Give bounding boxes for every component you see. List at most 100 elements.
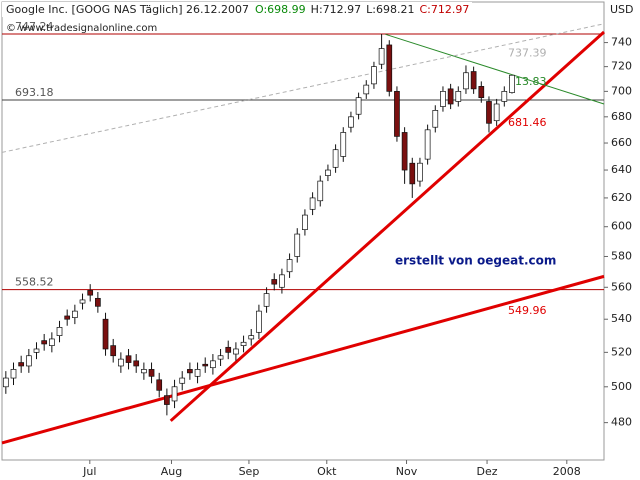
y-tick-label: 600 xyxy=(611,220,632,233)
candle-body xyxy=(409,162,416,185)
candle-body xyxy=(271,279,278,285)
candle-body xyxy=(332,149,339,168)
trend-label: 549.96 xyxy=(508,304,547,317)
level-label: 558.52 xyxy=(15,276,54,289)
x-tick-label: 2008 xyxy=(553,465,581,478)
x-tick-label: Jul xyxy=(82,465,96,478)
candle-body xyxy=(240,341,247,346)
candle-body xyxy=(156,379,163,391)
candle-body xyxy=(118,358,124,367)
trend-line xyxy=(1,274,605,445)
candle-body xyxy=(294,233,301,257)
trend-line xyxy=(169,30,606,422)
candle-body xyxy=(233,348,239,355)
candle-body xyxy=(470,71,477,90)
trend-label: 737.39 xyxy=(508,47,547,60)
y-tick-label: 740 xyxy=(611,36,632,49)
y-tick-label: 580 xyxy=(611,249,632,262)
x-tick-label: Nov xyxy=(396,465,418,478)
candle-body xyxy=(141,369,147,374)
candle-body xyxy=(348,116,354,128)
candle-body xyxy=(478,86,485,99)
ohlc-label: O:698.99 xyxy=(255,3,306,16)
candle-body xyxy=(486,101,492,124)
candle-body xyxy=(501,91,508,102)
x-tick-label: Sep xyxy=(239,465,260,478)
level-label: 693.18 xyxy=(15,86,54,99)
candle-body xyxy=(263,293,270,307)
candle-body xyxy=(64,315,71,320)
candle-body xyxy=(394,91,400,137)
candle-body xyxy=(363,84,370,95)
plot-frame xyxy=(1,1,605,461)
candle-body xyxy=(302,214,308,230)
candle-body xyxy=(386,44,393,92)
candle-body xyxy=(179,377,186,384)
x-tick-label: Dez xyxy=(477,465,498,478)
y-tick-label: 500 xyxy=(611,380,632,393)
y-unit: USD xyxy=(610,3,634,16)
y-tick-label: 640 xyxy=(611,163,632,176)
candle-body xyxy=(10,369,17,379)
annotation: erstellt von oegeat.com xyxy=(395,254,556,268)
candle-body xyxy=(25,355,32,367)
candle-body xyxy=(18,362,25,367)
candle-body xyxy=(2,377,9,388)
trend-line xyxy=(385,33,605,105)
y-tick-label: 560 xyxy=(611,280,632,293)
candle-body xyxy=(33,348,40,353)
y-tick-label: 680 xyxy=(611,110,632,123)
candle-body xyxy=(447,88,454,105)
candle-body xyxy=(125,355,132,363)
candle-body xyxy=(432,110,439,128)
candle-body xyxy=(317,180,324,202)
ohlc-label: C:712.97 xyxy=(419,3,469,16)
candle-body xyxy=(279,274,285,288)
x-tick-label: Okt xyxy=(317,465,337,478)
candle-body xyxy=(340,132,347,157)
candle-body xyxy=(95,297,101,307)
candle-body xyxy=(56,327,63,336)
y-tick-label: 620 xyxy=(611,191,632,204)
candle-body xyxy=(463,72,469,90)
y-tick-label: 540 xyxy=(611,312,632,325)
candle-body xyxy=(202,363,209,367)
candle-body xyxy=(87,290,94,296)
candle-body xyxy=(194,369,201,377)
candle-body xyxy=(286,259,293,273)
candle-body xyxy=(309,197,316,210)
candle-body xyxy=(210,360,216,369)
candle-body xyxy=(164,395,170,405)
trend-label: 713.83 xyxy=(508,75,547,88)
y-tick-label: 480 xyxy=(611,416,632,429)
candle-body xyxy=(440,91,446,107)
candle-body xyxy=(256,310,262,333)
candle-body xyxy=(187,369,193,374)
header-bg xyxy=(2,2,472,17)
candle-body xyxy=(325,169,331,176)
y-tick-label: 720 xyxy=(611,60,632,73)
candle-body xyxy=(493,103,500,122)
chart-title: Google Inc. [GOOG NAS Täglich] 26.12.200… xyxy=(6,3,249,16)
y-tick-label: 660 xyxy=(611,136,632,149)
candle-body xyxy=(509,74,515,93)
candle-body xyxy=(72,310,78,318)
level-label: 747.24 xyxy=(15,20,54,33)
ohlc-label: H:712.97 xyxy=(311,3,361,16)
trend-label: 681.46 xyxy=(508,116,547,129)
trend-line xyxy=(1,23,605,153)
candle-body xyxy=(48,338,55,346)
candle-body xyxy=(225,346,232,353)
y-tick-label: 700 xyxy=(611,84,632,97)
candle-body xyxy=(171,386,178,402)
candle-body xyxy=(417,162,423,182)
candle-body xyxy=(133,360,140,367)
candle-body xyxy=(102,318,109,350)
candle-body xyxy=(79,299,86,304)
candle-body xyxy=(401,132,408,171)
candle-body xyxy=(371,66,377,85)
candle-body xyxy=(217,355,224,360)
candle-body xyxy=(41,340,48,345)
candle-body xyxy=(424,129,431,160)
